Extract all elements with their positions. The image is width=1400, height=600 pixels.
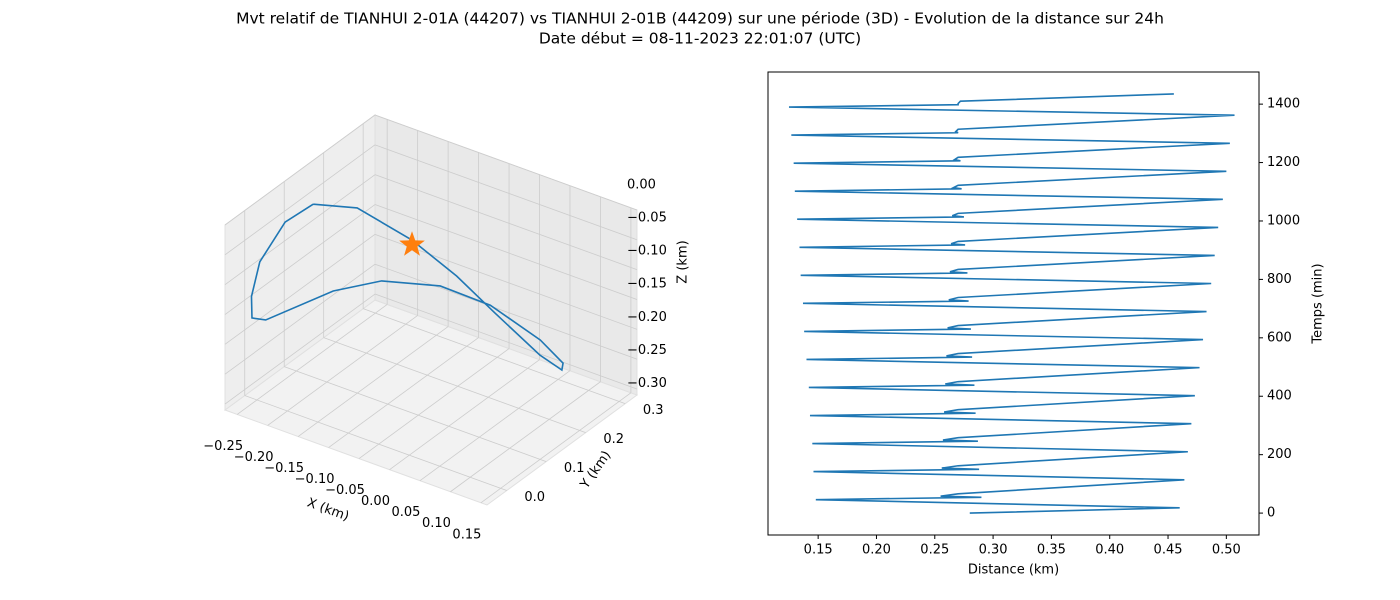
y-tick-label: 0.2 <box>603 432 624 447</box>
x-tick-label: 0.25 <box>920 543 949 558</box>
x-tick-label: 0.20 <box>862 543 891 558</box>
grid-line <box>374 233 638 330</box>
x-tick-label: 0.40 <box>1095 543 1124 558</box>
figure-subtitle: Date début = 08-11-2023 22:01:07 (UTC) <box>539 30 861 48</box>
x-tick-label: 0.00 <box>361 494 390 509</box>
grid-line <box>450 381 601 493</box>
star-marker <box>399 231 425 256</box>
grid-line <box>374 293 638 390</box>
x-tick-label: −0.20 <box>234 450 274 465</box>
grid-line <box>297 326 449 437</box>
plot-frame <box>767 71 1260 536</box>
trajectory-line <box>250 203 564 372</box>
y-tick-label: 200 <box>1267 447 1292 462</box>
grid-line <box>389 359 540 470</box>
x-tick-label: 0.35 <box>1037 543 1066 558</box>
x-tick-label: 0.50 <box>1212 543 1241 558</box>
y-tick-label: 0.1 <box>564 461 585 476</box>
z-tick-label: 0.00 <box>627 178 656 193</box>
grid-line <box>374 114 638 211</box>
y-tick-label: 1000 <box>1267 213 1300 228</box>
x-tick-label: 0.10 <box>422 516 451 531</box>
x-tick-label: 0.30 <box>979 543 1008 558</box>
x-tick-label: −0.25 <box>203 439 243 454</box>
grid-line <box>374 144 638 241</box>
grid-line <box>244 395 507 491</box>
x-tick-label: −0.10 <box>295 472 335 487</box>
grid-line <box>284 366 547 462</box>
grid-line <box>224 114 376 226</box>
z-tick-label: −0.20 <box>627 310 667 325</box>
x-tick-label: −0.05 <box>325 483 365 498</box>
z-axis-label: Z (km) <box>676 240 691 283</box>
x-tick-label: 0.45 <box>1154 543 1183 558</box>
grid-line <box>236 304 388 415</box>
y-tick-label: 0.3 <box>643 403 664 418</box>
x-tick-label: −0.15 <box>264 461 304 476</box>
z-tick-label: −0.05 <box>627 211 667 226</box>
z-tick-label: −0.15 <box>627 277 667 292</box>
y-tick-label: 600 <box>1267 330 1292 345</box>
grid-line <box>224 144 376 256</box>
grid-line <box>323 337 586 434</box>
grid-line <box>224 234 376 345</box>
z-tick-label: −0.10 <box>627 244 667 259</box>
figure-title: Mvt relatif de TIANHUI 2-01A (44207) vs … <box>236 10 1164 28</box>
x-axis-label: Distance (km) <box>968 563 1059 578</box>
grid-line <box>374 263 638 360</box>
grid-line <box>224 204 376 315</box>
y-tick-label: 0.0 <box>524 490 545 505</box>
z-tick-label: −0.25 <box>627 343 667 358</box>
grid-line <box>374 174 638 271</box>
y-tick-label: 0 <box>1267 506 1275 521</box>
grid-line <box>224 293 376 405</box>
grid-line <box>358 348 510 459</box>
x-axis-label: X (km) <box>305 496 351 525</box>
y-tick-label: 400 <box>1267 389 1292 404</box>
grid-line <box>363 308 626 405</box>
x-tick-label: 0.05 <box>392 505 421 520</box>
y-tick-label: 1200 <box>1267 155 1300 170</box>
x-tick-label: 0.15 <box>804 543 833 558</box>
grid-line <box>267 315 418 426</box>
distance-line <box>788 93 1235 514</box>
grid-line <box>419 370 571 482</box>
grid-line <box>374 204 638 300</box>
grid-line <box>480 392 632 504</box>
grid-line <box>328 337 479 448</box>
y-axis-label: Temps (min) <box>1311 263 1326 344</box>
x-tick-label: 0.15 <box>452 527 481 542</box>
y-tick-label: 800 <box>1267 272 1292 287</box>
y-tick-label: 1400 <box>1267 97 1300 112</box>
grid-line <box>224 174 376 285</box>
grid-line <box>224 263 376 375</box>
z-tick-label: −0.30 <box>627 376 667 391</box>
